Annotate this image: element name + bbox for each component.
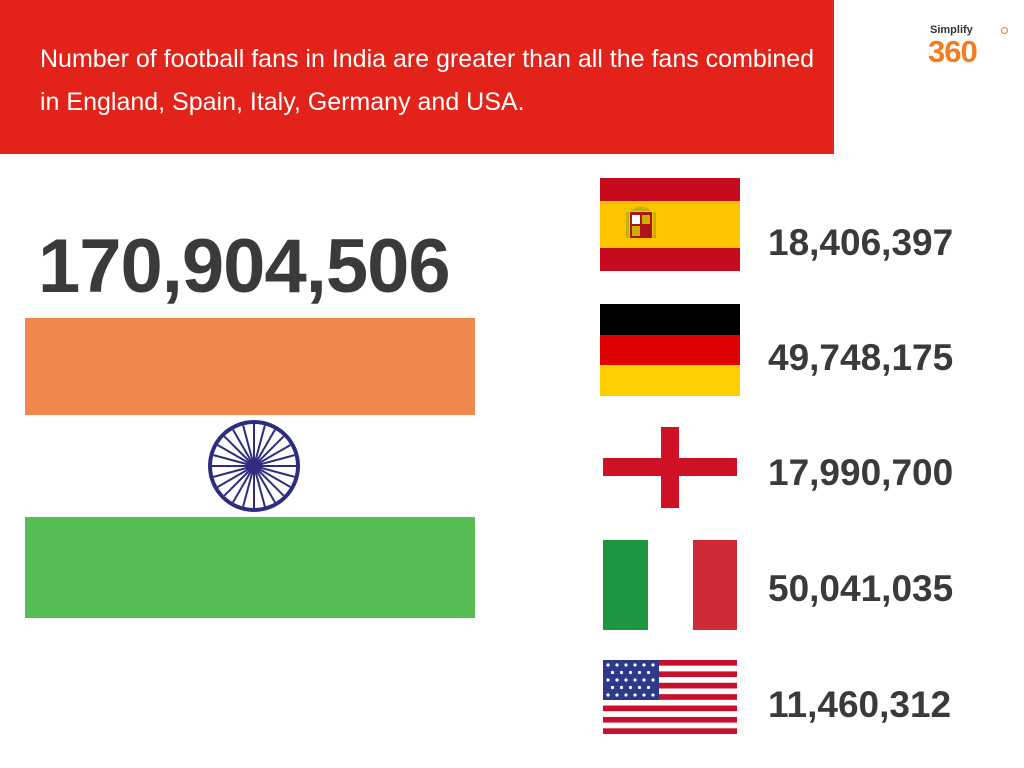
logo-number-text: 360 bbox=[928, 34, 978, 69]
india-flag-green-band bbox=[25, 517, 475, 618]
germany-fan-count: 49,748,175 bbox=[768, 337, 954, 378]
header-banner: Number of football fans in India are gre… bbox=[0, 0, 834, 154]
logo-ring-icon bbox=[1001, 27, 1008, 34]
usa-fan-count: 11,460,312 bbox=[768, 684, 952, 725]
spain-flag-icon bbox=[600, 178, 740, 271]
germany-flag-icon bbox=[600, 304, 740, 396]
england-flag-icon bbox=[600, 427, 740, 508]
italy-fan-count: 50,041,035 bbox=[768, 568, 954, 609]
ashoka-chakra-icon bbox=[208, 420, 300, 512]
spain-fan-count: 18,406,397 bbox=[768, 222, 954, 263]
logo-top-text: Simplify bbox=[930, 24, 973, 36]
simplify360-logo: Simplify 360 bbox=[924, 22, 1014, 72]
headline-text: Number of football fans in India are gre… bbox=[40, 45, 815, 116]
india-flag-saffron-band bbox=[25, 318, 475, 415]
india-fan-count: 170,904,506 bbox=[38, 224, 451, 309]
india-flag-icon bbox=[25, 318, 475, 618]
italy-flag-icon bbox=[603, 540, 737, 630]
england-fan-count: 17,990,700 bbox=[768, 452, 954, 493]
usa-flag-icon bbox=[603, 660, 737, 734]
